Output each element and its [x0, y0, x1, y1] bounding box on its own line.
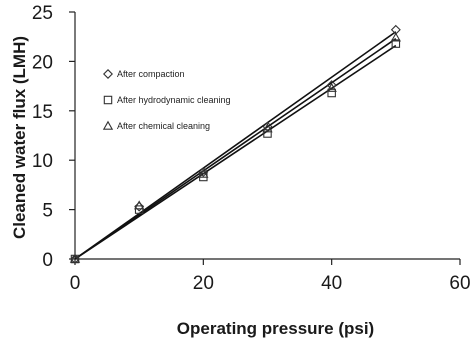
ticks: 0 20 40 60 0 5 10 15 20 25 [32, 3, 471, 294]
y-tick-label: 25 [32, 3, 53, 24]
data-point-square [263, 129, 272, 138]
data-point-diamond [134, 201, 145, 212]
y-tick-label: 10 [32, 151, 53, 172]
y-tick-label: 20 [32, 52, 53, 73]
legend-label: After chemical cleaning [117, 121, 210, 131]
data-point-triangle [390, 32, 401, 42]
data-point-square [134, 205, 144, 214]
data-point-triangle [69, 253, 81, 263]
data-point-square [391, 39, 401, 48]
trendlines [74, 31, 397, 260]
data-point-triangle [198, 168, 209, 178]
data-points [69, 24, 401, 264]
y-tick-label: 0 [42, 250, 53, 271]
x-axis-label: Operating pressure (psi) [177, 319, 374, 338]
x-tick-label: 60 [449, 273, 470, 294]
legend-marker-square [103, 95, 113, 105]
data-point-triangle [262, 123, 273, 133]
x-tick-label: 0 [70, 273, 81, 294]
data-point-triangle [134, 200, 145, 210]
y-tick-label: 15 [32, 102, 53, 123]
legend-marker-diamond [103, 69, 113, 79]
legend-label: After compaction [117, 69, 185, 79]
y-axis-label: Cleaned water flux (LMH) [10, 36, 29, 239]
legend: After compaction After hydrodynamic clean… [102, 69, 231, 131]
x-tick-label: 40 [321, 273, 342, 294]
data-point-diamond [262, 121, 273, 132]
axes [74, 12, 460, 260]
x-tick-label: 20 [193, 273, 214, 294]
data-point-square [327, 88, 336, 98]
data-point-triangle [326, 82, 337, 92]
legend-label: After hydrodynamic cleaning [117, 95, 231, 105]
trendline-compaction [74, 31, 397, 260]
y-tick-label: 5 [42, 201, 53, 222]
trendline-chemical [74, 38, 397, 260]
trendline-hydrodynamic [74, 44, 397, 260]
data-point-diamond [198, 167, 209, 178]
legend-marker-triangle [102, 120, 114, 130]
